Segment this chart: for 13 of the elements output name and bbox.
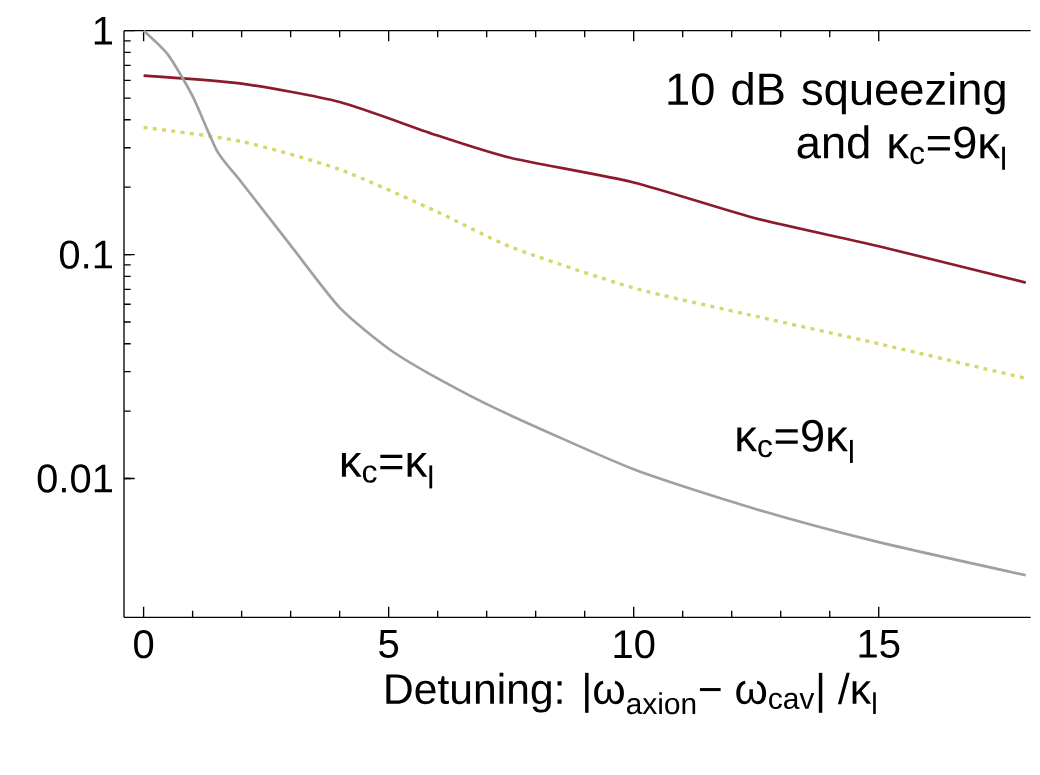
line-series bbox=[142, 74, 1028, 284]
y-tick-label: 0.1 bbox=[59, 240, 113, 269]
x-tick-label: 10 bbox=[614, 630, 655, 659]
x-tick-label: 5 bbox=[379, 630, 399, 658]
annotation: κ$_{c}$=κ$_{l}$ bbox=[341, 452, 433, 489]
x-axis-title: Detuning: |ω$_{axion}$− ω$_{cav}$| /κ$_{l}$ bbox=[386, 672, 876, 715]
annotation: 10 dB squeezing and κ$_{c}$=9κ$_{l}$ bbox=[668, 72, 1005, 170]
line-series bbox=[142, 29, 1028, 577]
y-tick-label: 1 bbox=[94, 16, 113, 45]
x-tick-label: 0 bbox=[134, 630, 154, 659]
y-tick-label: 0.01 bbox=[37, 464, 113, 493]
x-tick-label: 15 bbox=[859, 630, 900, 658]
annotation: κ$_{c}$=9κ$_{l}$ bbox=[737, 419, 853, 463]
